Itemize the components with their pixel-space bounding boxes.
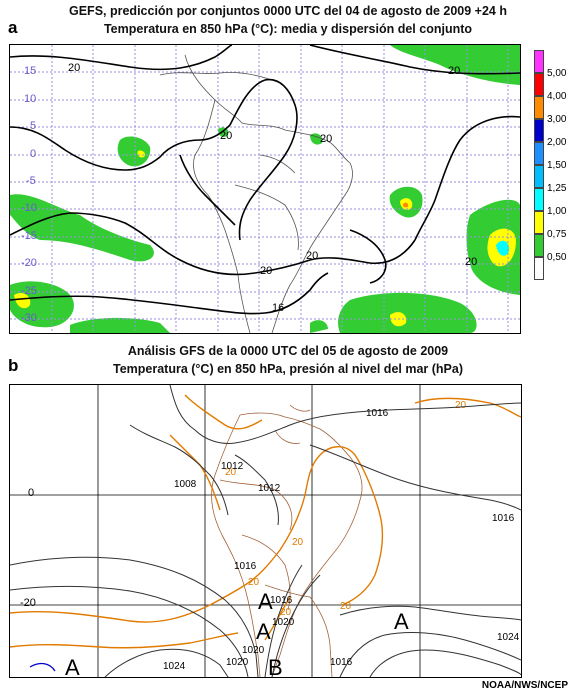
- pressure-label: 1016: [330, 657, 353, 668]
- temp-label: 20: [455, 400, 467, 411]
- legend-value: 0,50: [547, 252, 567, 263]
- contour-label: 20: [260, 265, 272, 277]
- panel-b-temperature-labels: 20 20 20 20 20 20: [225, 400, 467, 618]
- contour-label: 20: [448, 65, 460, 77]
- temp-label: 20: [248, 577, 260, 588]
- legend-value: 3,00: [547, 114, 567, 125]
- high-center: A: [65, 655, 80, 677]
- lat-label: 15: [24, 65, 37, 77]
- pressure-label: 1016: [270, 595, 293, 606]
- panel-a-coastlines: [159, 54, 353, 333]
- panel-b-pressure-isobars: [10, 385, 521, 677]
- panel-a-contour-labels: 20 20 20 20 20 20 20 16: [68, 62, 477, 314]
- contour-label: 20: [68, 62, 80, 74]
- lat-label: 10: [24, 93, 37, 105]
- panel-a-title-line1: GEFS, predicción por conjuntos 0000 UTC …: [69, 4, 507, 18]
- panel-a-grid: [10, 45, 520, 333]
- lat-label: -25: [21, 285, 37, 297]
- lat-label: -10: [21, 202, 37, 214]
- panel-b-pressure-labels: 1016 1012 1008 1012 1016 1016 1024 1024 …: [163, 408, 520, 672]
- pressure-label: 1016: [234, 561, 257, 572]
- pressure-label: 1008: [174, 479, 197, 490]
- panel-a-map-canvas: 20 20 20 20 20 20 20 16: [10, 45, 520, 333]
- legend-value: 4,00: [547, 91, 567, 102]
- panel-b-letter: b: [8, 356, 19, 375]
- temp-label: 20: [340, 601, 352, 612]
- cold-contour: [29, 662, 56, 672]
- pressure-label: 1012: [221, 461, 244, 472]
- legend-value: 2,00: [547, 137, 567, 148]
- pressure-label: 1012: [258, 483, 281, 494]
- lat-label: -30: [21, 312, 37, 324]
- credit: NOAA/NWS/NCEP: [481, 680, 568, 691]
- lat-label: -15: [21, 230, 37, 242]
- panel-b-grid: [10, 385, 521, 677]
- temp-label: 20: [292, 537, 304, 548]
- high-center: A: [394, 609, 409, 634]
- pressure-label: 1016: [492, 513, 515, 524]
- legend-value: 1,50: [547, 160, 567, 171]
- temp-label: 20: [280, 607, 292, 618]
- contour-label: 16: [272, 302, 284, 314]
- panel-b-map-canvas: 20 20 20 20 20 20 1016 1012 1008 1012: [10, 385, 521, 677]
- contour-label: 20: [465, 256, 477, 268]
- panel-b-title-line2: Temperatura (°C) en 850 hPa, presión al …: [112, 362, 463, 376]
- spread-shading: [10, 45, 520, 333]
- pressure-label: 1016: [366, 408, 389, 419]
- lat-label: -20: [21, 257, 37, 269]
- contour-label: 20: [306, 250, 318, 262]
- panel-b-pressure-centers: A A A A B: [65, 589, 409, 677]
- legend-value: 1,25: [547, 183, 567, 194]
- legend-value: 0,75: [547, 229, 567, 240]
- pressure-label: 1020: [272, 617, 295, 628]
- pressure-label: 1020: [242, 645, 265, 656]
- panel-a-mean-contours: [10, 45, 520, 315]
- temp-label: 20: [225, 467, 237, 478]
- contour-label: 20: [320, 133, 332, 145]
- lat-label-b: -20: [20, 597, 36, 609]
- high-center: A: [258, 589, 273, 614]
- legend-value: 5,00: [547, 68, 567, 79]
- low-center: B: [268, 655, 283, 677]
- lat-label: 5: [30, 120, 37, 132]
- contour-label: 20: [220, 130, 232, 142]
- panel-a-title-line2: Temperatura en 850 hPa (°C): media y dis…: [103, 22, 473, 36]
- pressure-label: 1024: [163, 661, 186, 672]
- lat-label: 0: [30, 148, 37, 160]
- pressure-label: 1020: [226, 657, 249, 668]
- lat-label-b: 0: [28, 487, 35, 499]
- pressure-label: 1024: [497, 632, 520, 643]
- panel-a-map: 20 20 20 20 20 20 20 16: [9, 44, 521, 334]
- high-center: A: [256, 619, 271, 644]
- panel-b-borders: [211, 404, 363, 677]
- panel-b-map: 20 20 20 20 20 20 1016 1012 1008 1012: [9, 384, 522, 678]
- panel-b-title-line1: Análisis GFS de la 0000 UTC del 05 de ag…: [127, 344, 449, 358]
- panel-a-letter: a: [8, 18, 18, 37]
- lat-label: -5: [26, 175, 36, 187]
- legend-value: 1,00: [547, 206, 567, 217]
